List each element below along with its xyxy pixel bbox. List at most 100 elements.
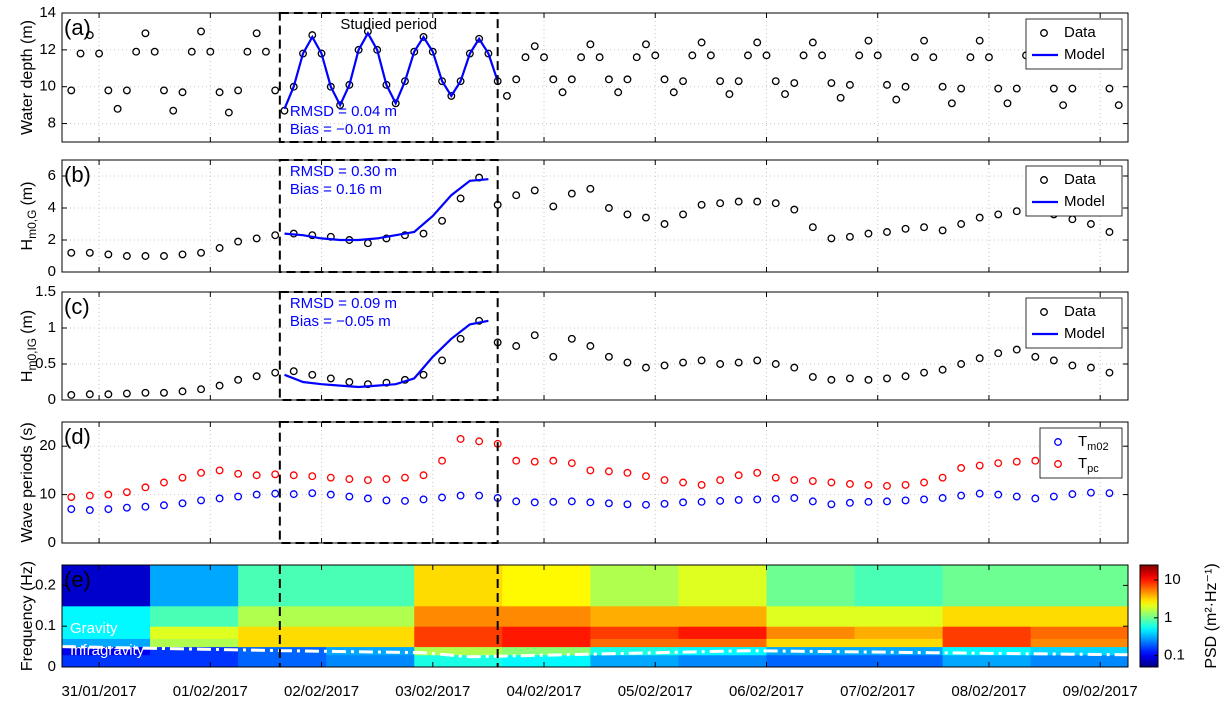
y-label-main: Wave periods (s) <box>19 422 36 542</box>
data-point <box>132 47 141 56</box>
axes-frame <box>61 159 1129 273</box>
axes-frame <box>61 12 1129 143</box>
legend-name-sub: m02 <box>1087 441 1108 453</box>
data-point <box>753 38 762 47</box>
data-point <box>790 494 799 502</box>
heatmap-cell <box>326 638 415 648</box>
data-point <box>790 205 799 214</box>
data-point <box>957 220 966 228</box>
legend-name: T <box>1078 433 1087 450</box>
data-point <box>734 471 743 480</box>
legend-marker <box>1040 308 1048 316</box>
data-point <box>994 210 1003 219</box>
heatmap-cell <box>414 605 503 627</box>
data-point <box>438 356 447 365</box>
data-point <box>679 478 688 487</box>
model-line <box>284 319 489 389</box>
data-point <box>975 489 984 498</box>
panel-label: (b) <box>64 162 91 187</box>
panel-label: (a) <box>64 15 91 40</box>
data-point <box>623 500 632 509</box>
y-label-unit: (m) <box>19 310 36 334</box>
heatmap-cell <box>678 626 767 639</box>
data-point <box>864 229 873 238</box>
heatmap-cell <box>766 638 856 648</box>
data-point <box>1068 490 1077 499</box>
heatmap-cell <box>1030 646 1129 656</box>
heatmap-cell <box>502 626 591 639</box>
heatmap-cell <box>238 605 327 627</box>
data-point <box>827 234 836 243</box>
data-point <box>215 244 224 252</box>
data-point <box>85 31 94 40</box>
heatmap-cell <box>414 565 503 607</box>
legend-name: Data <box>1064 303 1096 320</box>
data-point <box>734 495 743 504</box>
legend-name: Model <box>1064 193 1105 210</box>
data-point <box>901 496 910 505</box>
data-point <box>141 483 150 492</box>
data-point <box>438 493 447 502</box>
data-point <box>836 93 845 102</box>
data-point <box>382 378 391 387</box>
data-point <box>604 467 613 476</box>
data-point <box>957 464 966 472</box>
heatmap-cell <box>62 626 151 639</box>
data-point <box>215 381 224 390</box>
data-point <box>743 51 752 60</box>
data-point <box>122 389 131 398</box>
data-point <box>521 53 530 62</box>
heatmap-cell <box>854 654 944 668</box>
y-tick-label: 0 <box>48 534 56 551</box>
data-point <box>104 250 113 259</box>
data-point <box>586 184 595 193</box>
data-point <box>1114 101 1123 110</box>
data-point <box>586 466 595 475</box>
data-point <box>345 492 354 501</box>
data-point <box>642 472 650 481</box>
heatmap-cell <box>62 654 151 668</box>
data-point <box>512 497 521 506</box>
data-point <box>985 53 993 62</box>
data-point <box>178 88 187 97</box>
data-point <box>642 40 650 49</box>
data-point <box>716 476 725 485</box>
y-axis-label: Hm0,G (m) <box>19 182 39 251</box>
heatmap-cell <box>590 565 679 607</box>
data-point <box>197 385 205 394</box>
x-tick-label: 08/02/2017 <box>951 683 1026 700</box>
data-point <box>252 490 261 499</box>
data-point <box>104 86 113 95</box>
data-point <box>781 90 789 99</box>
region-label: Infragravity <box>70 642 145 659</box>
data-point <box>456 194 465 203</box>
data-point <box>261 47 270 56</box>
data-point <box>1012 492 1021 501</box>
heatmap-cell <box>1030 638 1129 648</box>
data-point <box>938 365 947 374</box>
y-tick-label: 14 <box>39 4 56 21</box>
heatmap-cell <box>590 646 679 656</box>
data-point <box>558 88 567 97</box>
data-point <box>679 498 688 507</box>
y-tick-label: 12 <box>39 41 56 58</box>
data-point <box>595 53 604 62</box>
data-point <box>419 33 428 41</box>
axes-frame <box>61 291 1129 401</box>
data-point <box>910 53 919 62</box>
y-tick-label: 20 <box>39 437 56 454</box>
data-point <box>160 478 168 487</box>
data-point <box>85 491 94 500</box>
data-point <box>567 497 576 506</box>
data-point <box>160 252 168 260</box>
panel-label: (c) <box>64 294 90 319</box>
data-point <box>345 475 354 484</box>
data-point <box>864 480 873 489</box>
data-point <box>122 503 131 512</box>
data-point <box>845 498 854 507</box>
x-tick-label: 05/02/2017 <box>618 683 693 700</box>
data-point <box>401 473 409 482</box>
y-tick-label: 0.2 <box>35 576 56 593</box>
data-point <box>289 367 298 376</box>
heatmap-cell <box>854 565 944 607</box>
